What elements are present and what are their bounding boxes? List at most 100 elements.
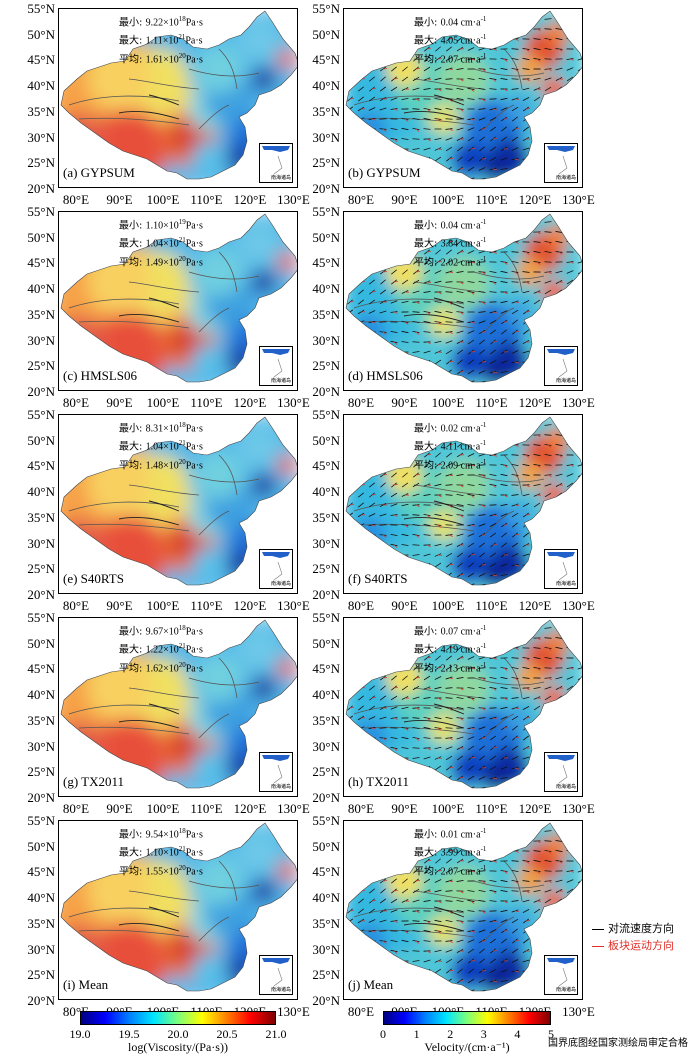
longitude-label: 80°E — [348, 395, 374, 411]
stat-min: 最小: 9.67×1018Pa·s — [119, 621, 203, 639]
longitude-label: 100°E — [432, 395, 465, 411]
latitude-label: 25°N — [294, 359, 340, 372]
stat-value: 0.04 — [441, 220, 459, 231]
stat-exponent: -1 — [481, 236, 487, 244]
longitude-label: 80°E — [63, 801, 89, 817]
longitude-label: 120°E — [234, 395, 267, 411]
panel-label: (f) S40RTS — [348, 571, 408, 587]
latitude-label: 30°N — [294, 131, 340, 144]
stat-unit: Pa·s — [185, 36, 202, 47]
stat-value: 0.02 — [441, 423, 459, 434]
stat-key: 平均: — [119, 54, 146, 65]
inset-caption: 南海诸岛 — [556, 174, 576, 181]
latitude-label: 40°N — [294, 282, 340, 295]
longitude-label: 90°E — [391, 801, 417, 817]
stat-key: 最大: — [119, 442, 146, 453]
stat-unit: Pa·s — [186, 54, 203, 65]
south-china-sea-inset: 南海诸岛 — [259, 346, 293, 386]
stat-exponent: -1 — [481, 864, 487, 872]
latitude-label: 20°N — [294, 588, 340, 601]
longitude-label: 100°E — [432, 192, 465, 208]
south-china-sea-inset: 南海诸岛 — [544, 752, 578, 792]
latitude-label: 30°N — [9, 943, 55, 956]
stat-unit: cm·a — [458, 36, 481, 47]
stat-min: 最小: 0.07 cm·a-1 — [414, 621, 486, 639]
stat-exponent: -1 — [481, 15, 487, 23]
longitude-label: 130°E — [562, 598, 595, 614]
stat-exponent: 21 — [179, 439, 186, 447]
latitude-label: 25°N — [9, 765, 55, 778]
inset-caption: 南海诸岛 — [271, 377, 291, 384]
longitude-label: 110°E — [190, 801, 222, 817]
stat-exponent: -1 — [481, 827, 487, 835]
stat-exponent: -1 — [481, 624, 487, 632]
stat-value: 1.49×10 — [146, 257, 179, 268]
latitude-label: 45°N — [9, 53, 55, 66]
longitude-label: 110°E — [475, 801, 507, 817]
stat-avg: 平均: 2.09 cm·a-1 — [414, 455, 486, 473]
panel-label: (a) GYPSUM — [63, 165, 135, 181]
stat-exponent: -1 — [481, 642, 487, 650]
longitude-label: 120°E — [519, 598, 552, 614]
stat-key: 平均: — [414, 54, 441, 65]
stat-key: 最小: — [119, 423, 146, 434]
stat-unit: cm·a — [458, 220, 481, 231]
latitude-label: 20°N — [9, 588, 55, 601]
latitude-label: 50°N — [294, 231, 340, 244]
stat-exponent: -1 — [481, 421, 487, 429]
stat-key: 平均: — [414, 663, 441, 674]
longitude-label: 110°E — [475, 598, 507, 614]
longitude-label: 130°E — [562, 192, 595, 208]
inset-caption: 南海诸岛 — [271, 174, 291, 181]
longitude-label: 90°E — [106, 192, 132, 208]
latitude-label: 45°N — [294, 459, 340, 472]
stat-exponent: -1 — [481, 255, 487, 263]
stat-unit: cm·a — [458, 17, 481, 28]
stat-value: 1.11×10 — [146, 36, 179, 47]
stat-value: 4.11 — [441, 442, 458, 453]
longitude-label: 130°E — [562, 395, 595, 411]
latitude-label: 50°N — [9, 434, 55, 447]
latitude-label: 45°N — [294, 256, 340, 269]
inset-caption: 南海诸岛 — [556, 377, 576, 384]
stat-key: 最大: — [414, 848, 441, 859]
stat-min: 最小: 9.22×1018Pa·s — [119, 12, 203, 30]
latitude-label: 35°N — [294, 308, 340, 321]
stat-exponent: 20 — [179, 52, 186, 60]
stat-key: 最小: — [414, 220, 441, 231]
latitude-label: 40°N — [294, 485, 340, 498]
stat-exponent: 20 — [179, 864, 186, 872]
stat-max: 最大: 1.04×1021Pa·s — [119, 436, 203, 454]
latitude-label: 25°N — [9, 968, 55, 981]
stat-unit: cm·a — [458, 866, 481, 877]
south-china-sea-inset: 南海诸岛 — [544, 143, 578, 183]
latitude-label: 50°N — [9, 28, 55, 41]
legend-convection-label: 对流速度方向 — [608, 922, 674, 935]
stat-key: 最小: — [119, 829, 146, 840]
south-china-sea-inset: 南海诸岛 — [259, 752, 293, 792]
stat-avg: 平均: 1.61×1020Pa·s — [119, 49, 203, 67]
stat-value: 2.09 — [441, 460, 459, 471]
stat-key: 平均: — [119, 257, 146, 268]
panel-label: (b) GYPSUM — [348, 165, 421, 181]
latitude-label: 40°N — [9, 891, 55, 904]
latitude-label: 25°N — [9, 359, 55, 372]
stat-min: 最小: 0.02 cm·a-1 — [414, 418, 486, 436]
stat-unit: cm·a — [458, 626, 481, 637]
inset-caption: 南海诸岛 — [271, 580, 291, 587]
latitude-label: 45°N — [9, 662, 55, 675]
stat-avg: 平均: 1.49×1020Pa·s — [119, 252, 203, 270]
stat-unit: Pa·s — [186, 663, 203, 674]
